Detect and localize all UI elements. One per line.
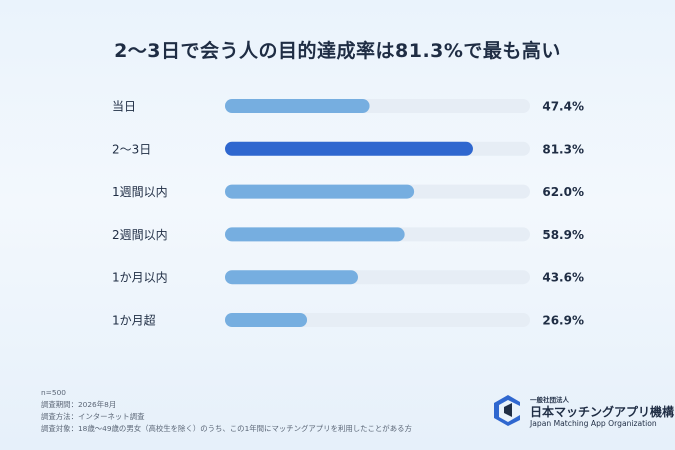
org-kind-label: 一般社団法人 <box>530 396 569 404</box>
org-name: 日本マッチングアプリ機構 <box>530 405 675 419</box>
value-label: 47.4% <box>542 100 584 114</box>
value-label: 26.9% <box>542 314 584 328</box>
category-label: 2〜3日 <box>112 142 151 156</box>
value-label: 58.9% <box>542 228 584 242</box>
footnote-method: 調査方法：インターネット調査 <box>41 412 145 421</box>
bar-row: 2週間以内 58.9% <box>112 227 584 242</box>
bar-row: 1か月以内 43.6% <box>112 270 584 285</box>
value-label: 62.0% <box>542 185 584 199</box>
organization-logo: 一般社団法人 日本マッチングアプリ機構 Japan Matching App O… <box>490 393 674 433</box>
footnote-period: 調査期間：2026年8月 <box>41 400 117 409</box>
org-logo-icon <box>494 395 520 426</box>
bar <box>225 184 415 199</box>
category-label: 2週間以内 <box>112 228 168 242</box>
bar <box>225 227 405 242</box>
category-label: 1か月超 <box>112 313 156 328</box>
footnotes: n=500 調査期間：2026年8月 調査方法：インターネット調査 調査対象：1… <box>41 387 412 435</box>
bar-row: 1週間以内 62.0% <box>112 184 584 199</box>
bar <box>225 270 358 285</box>
value-label: 43.6% <box>542 271 584 285</box>
bar-chart: 当日 47.4% 2〜3日 81.3% 1週間以内 62.0% 2週間以内 58.9% 1か月以… <box>112 99 584 328</box>
bar <box>225 313 308 327</box>
footnote-target: 調査対象：18歳〜49歳の男女（高校生を除く）のうち、この1年間にマッチングアプ… <box>41 424 412 433</box>
category-label: 当日 <box>112 100 136 114</box>
category-label: 1か月以内 <box>112 271 168 285</box>
category-label: 1週間以内 <box>112 185 168 199</box>
bar <box>225 141 473 156</box>
bar-row: 2〜3日 81.3% <box>112 141 584 156</box>
org-name-en: Japan Matching App Organization <box>530 419 657 428</box>
chart-title: 2〜3日で会う人の目的達成率は81.3%で最も高い <box>114 40 561 62</box>
footnote-sample-size: n=500 <box>41 388 66 397</box>
bar-row: 当日 47.4% <box>112 99 584 114</box>
bar <box>225 99 370 113</box>
bar-row: 1か月超 26.9% <box>112 313 584 328</box>
value-label: 81.3% <box>542 142 584 156</box>
